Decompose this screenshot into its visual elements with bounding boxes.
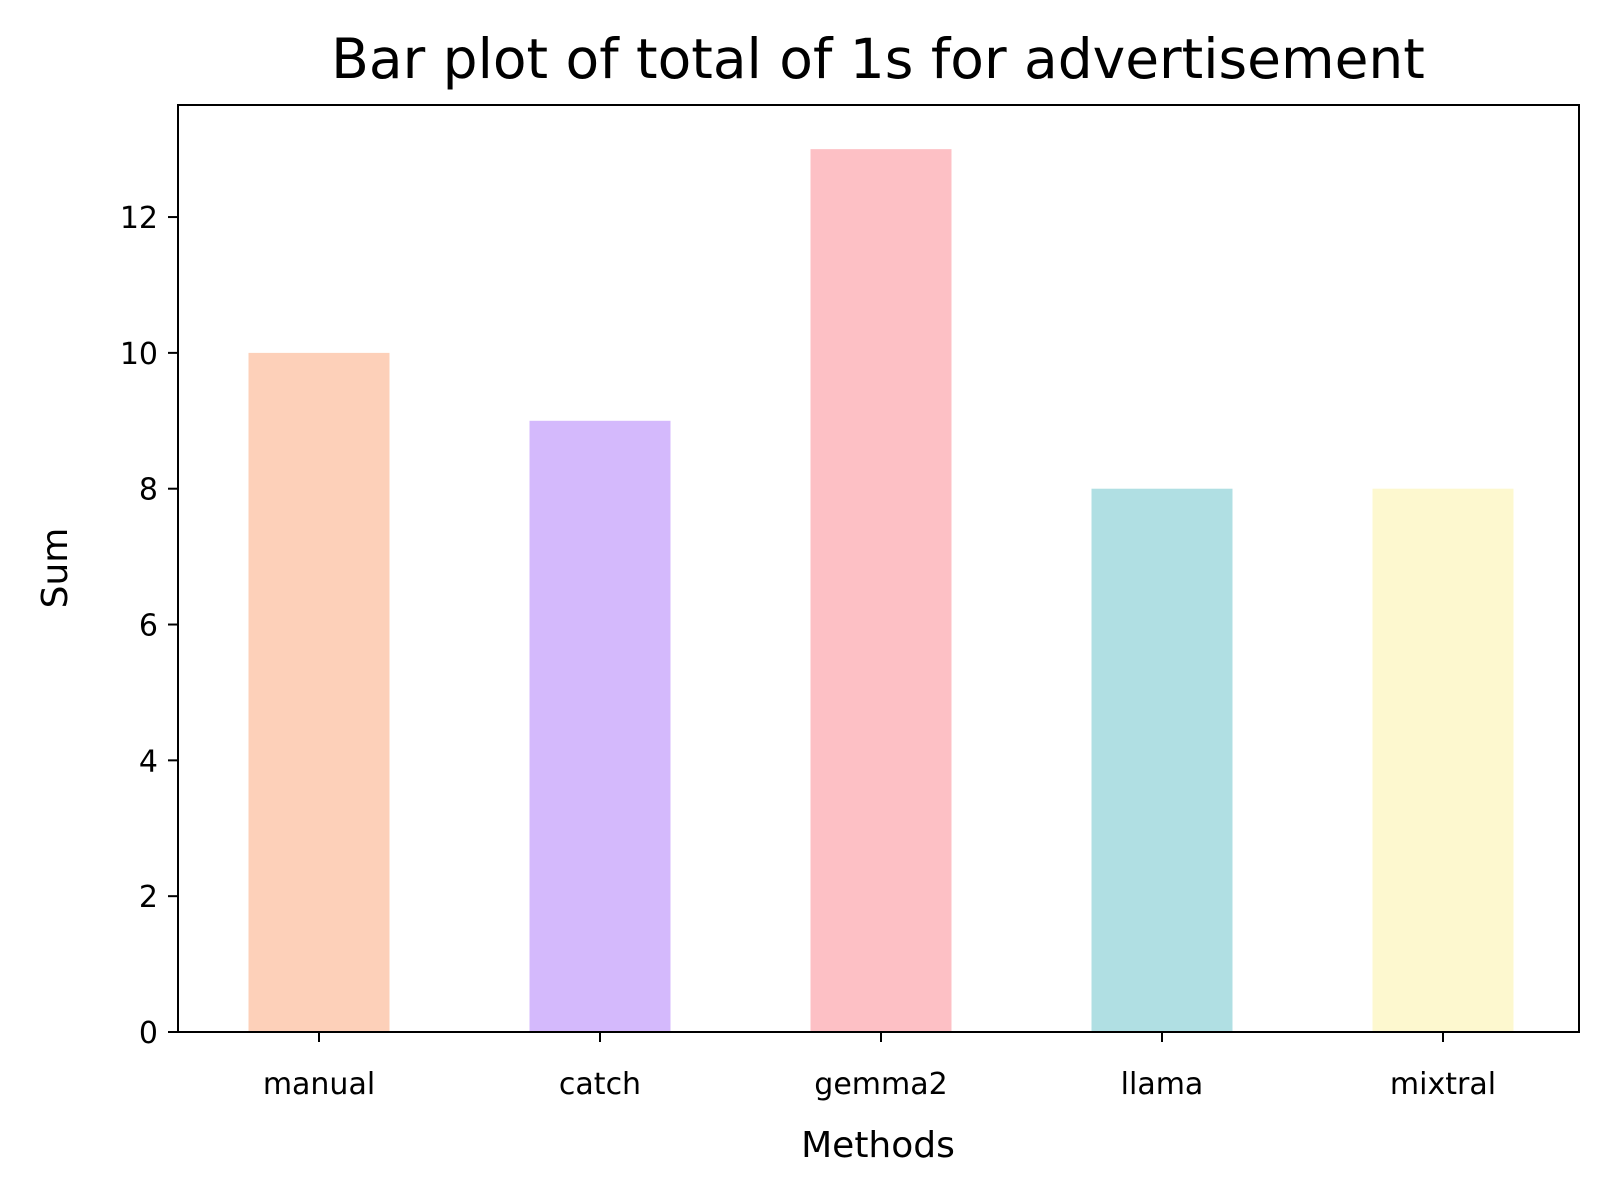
x-axis-ticks: manual catch gemma2 llama mixtral [263, 1032, 1496, 1102]
plot-frame [177, 104, 1580, 1033]
y-tick-label: 0 [139, 1016, 158, 1051]
y-tick-label: 10 [120, 337, 158, 372]
y-axis-label: Sum [35, 528, 76, 609]
x-tick-label: catch [559, 1067, 641, 1102]
bar-catch [529, 420, 671, 1032]
x-axis-label: Methods [801, 1125, 955, 1166]
y-tick-label: 2 [139, 880, 158, 915]
y-axis-ticks: 0 2 4 6 8 10 12 [120, 201, 178, 1051]
x-tick-label: gemma2 [814, 1067, 947, 1102]
bar-mixtral [1372, 488, 1514, 1032]
x-tick-label: manual [263, 1067, 375, 1102]
bar-llama [1091, 488, 1233, 1032]
y-tick-label: 8 [139, 473, 158, 508]
x-tick-label: mixtral [1390, 1067, 1496, 1102]
bar-gemma2 [810, 149, 952, 1033]
x-tick-label: llama [1121, 1067, 1204, 1102]
y-tick-label: 4 [139, 744, 158, 779]
bars-group [248, 149, 1514, 1033]
bar-manual [248, 352, 390, 1032]
y-tick-label: 12 [120, 201, 158, 236]
y-tick-label: 6 [139, 609, 158, 644]
chart-title: Bar plot of total of 1s for advertisemen… [331, 27, 1425, 91]
